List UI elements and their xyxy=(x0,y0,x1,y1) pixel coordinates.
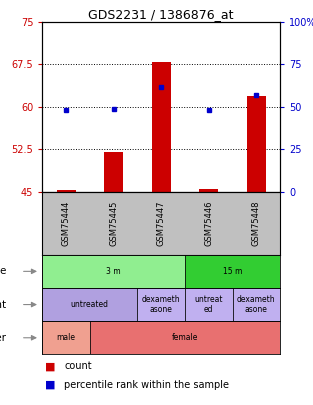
Text: female: female xyxy=(172,333,198,342)
Text: 15 m: 15 m xyxy=(223,267,242,276)
Text: ■: ■ xyxy=(45,380,56,390)
Bar xyxy=(233,288,280,321)
Bar xyxy=(152,62,171,192)
Text: untreated: untreated xyxy=(71,300,109,309)
Bar xyxy=(199,189,218,192)
Text: untreat
ed: untreat ed xyxy=(194,295,223,314)
Bar xyxy=(42,321,90,354)
Text: GSM75448: GSM75448 xyxy=(252,200,261,246)
Text: 3 m: 3 m xyxy=(106,267,121,276)
Text: dexameth
asone: dexameth asone xyxy=(142,295,181,314)
Bar xyxy=(42,288,137,321)
Text: count: count xyxy=(64,361,92,371)
Bar xyxy=(185,288,233,321)
Text: agent: agent xyxy=(0,300,7,309)
Text: GSM75444: GSM75444 xyxy=(62,200,70,246)
Bar xyxy=(185,255,280,288)
Title: GDS2231 / 1386876_at: GDS2231 / 1386876_at xyxy=(89,8,234,21)
Bar xyxy=(57,190,75,192)
Text: percentile rank within the sample: percentile rank within the sample xyxy=(64,380,229,390)
Text: male: male xyxy=(57,333,75,342)
Text: GSM75446: GSM75446 xyxy=(204,200,213,246)
Text: age: age xyxy=(0,266,7,276)
Bar xyxy=(90,321,280,354)
Text: gender: gender xyxy=(0,333,7,343)
Bar xyxy=(247,96,266,192)
Text: GSM75445: GSM75445 xyxy=(109,200,118,246)
Text: ■: ■ xyxy=(45,361,56,371)
Bar xyxy=(137,288,185,321)
Text: dexameth
asone: dexameth asone xyxy=(237,295,276,314)
Bar xyxy=(42,255,185,288)
Bar xyxy=(104,152,123,192)
Text: GSM75447: GSM75447 xyxy=(157,200,166,246)
